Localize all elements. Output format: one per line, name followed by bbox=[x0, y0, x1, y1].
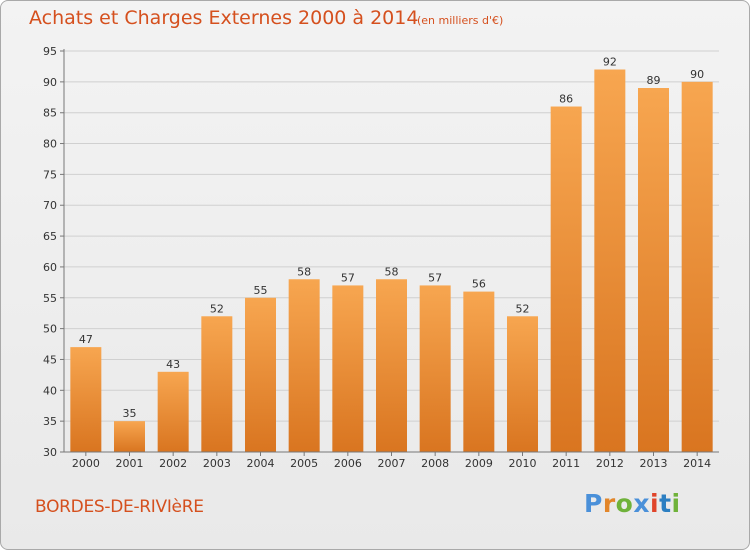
y-tick-label: 65 bbox=[43, 230, 57, 243]
data-label: 35 bbox=[123, 407, 137, 420]
bar bbox=[332, 285, 364, 452]
commune-name: BORDES-DE-RIVIèRE bbox=[35, 497, 204, 517]
y-tick-label: 95 bbox=[43, 45, 57, 58]
logo-letter: x bbox=[633, 489, 650, 518]
y-tick-label: 70 bbox=[43, 199, 57, 212]
x-tick-label: 2010 bbox=[509, 457, 537, 470]
data-label: 52 bbox=[210, 302, 224, 315]
bar bbox=[114, 421, 145, 452]
chart-title: Achats et Charges Externes 2000 à 2014 bbox=[29, 7, 419, 29]
y-tick-label: 30 bbox=[43, 446, 57, 459]
x-tick-label: 2001 bbox=[116, 457, 144, 470]
logo-letter: i bbox=[671, 489, 681, 518]
data-label: 86 bbox=[559, 93, 573, 106]
y-tick-label: 90 bbox=[43, 76, 57, 89]
x-tick-label: 2013 bbox=[640, 457, 668, 470]
y-tick-label: 75 bbox=[43, 168, 57, 181]
data-label: 90 bbox=[690, 68, 704, 81]
logo-letter: i bbox=[650, 489, 660, 518]
logo-letter: r bbox=[602, 489, 616, 518]
bar bbox=[201, 316, 233, 452]
data-label: 58 bbox=[297, 265, 311, 278]
y-tick-label: 80 bbox=[43, 138, 57, 151]
bar bbox=[638, 88, 669, 452]
bar bbox=[419, 285, 451, 452]
x-tick-label: 2006 bbox=[334, 457, 362, 470]
logo-letter: t bbox=[659, 489, 672, 518]
data-label: 58 bbox=[385, 265, 399, 278]
bar bbox=[157, 371, 189, 452]
bar bbox=[550, 106, 582, 453]
x-tick-label: 2005 bbox=[290, 457, 318, 470]
x-tick-label: 2000 bbox=[72, 457, 100, 470]
data-label: 56 bbox=[472, 278, 486, 291]
x-tick-label: 2009 bbox=[465, 457, 493, 470]
data-label: 92 bbox=[603, 56, 617, 69]
y-tick-label: 60 bbox=[43, 261, 57, 274]
bar bbox=[681, 81, 713, 452]
y-tick-label: 40 bbox=[43, 384, 57, 397]
x-tick-label: 2008 bbox=[421, 457, 449, 470]
bar bbox=[594, 69, 626, 452]
x-tick-label: 2003 bbox=[203, 457, 231, 470]
y-tick-label: 35 bbox=[43, 415, 57, 428]
x-tick-label: 2012 bbox=[596, 457, 624, 470]
chart-subtitle: (en milliers d'€) bbox=[417, 14, 504, 27]
x-tick-label: 2014 bbox=[683, 457, 711, 470]
bar bbox=[245, 297, 276, 452]
bar bbox=[70, 347, 102, 452]
x-tick-label: 2011 bbox=[552, 457, 580, 470]
bar bbox=[376, 279, 407, 452]
y-tick-label: 85 bbox=[43, 107, 57, 120]
x-tick-label: 2002 bbox=[159, 457, 187, 470]
y-tick-label: 50 bbox=[43, 323, 57, 336]
logo-letter: P bbox=[584, 489, 603, 518]
bar bbox=[507, 316, 538, 452]
proxiti-logo: Proxiti bbox=[584, 489, 681, 518]
data-label: 57 bbox=[428, 271, 442, 284]
y-tick-label: 45 bbox=[43, 353, 57, 366]
bar bbox=[288, 279, 320, 452]
data-label: 57 bbox=[341, 271, 355, 284]
data-label: 89 bbox=[647, 74, 661, 87]
y-tick-label: 55 bbox=[43, 292, 57, 305]
bar bbox=[463, 291, 495, 452]
data-label: 43 bbox=[166, 358, 180, 371]
data-label: 52 bbox=[516, 302, 530, 315]
data-label: 55 bbox=[254, 284, 268, 297]
data-label: 47 bbox=[79, 333, 93, 346]
x-tick-label: 2007 bbox=[378, 457, 406, 470]
logo-letter: o bbox=[615, 489, 634, 518]
x-tick-label: 2004 bbox=[247, 457, 275, 470]
